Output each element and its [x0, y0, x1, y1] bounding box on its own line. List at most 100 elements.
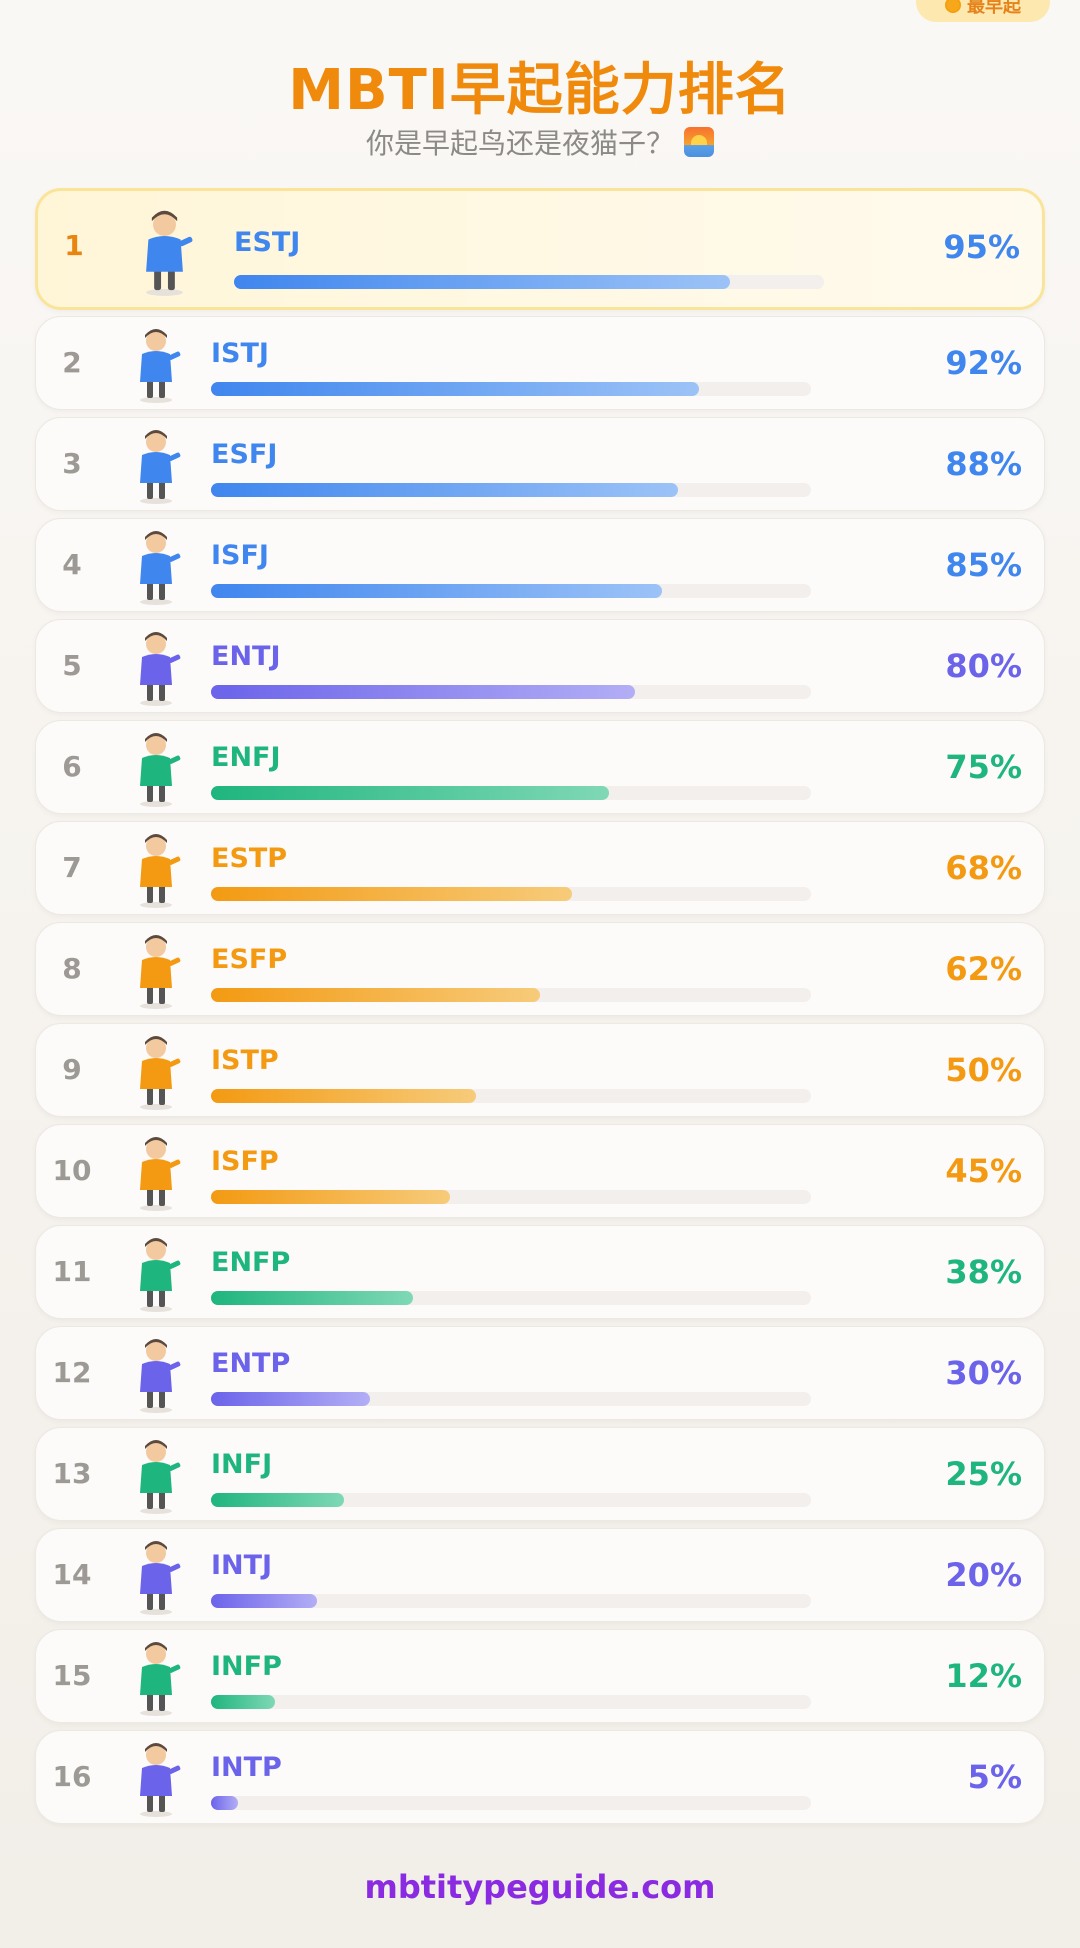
- percent-value: 30%: [945, 1354, 1022, 1392]
- progress-fill: [234, 275, 730, 289]
- ranking-row-enfp: 11 ENFP 38%: [35, 1225, 1045, 1319]
- character-avatar-icon: [126, 930, 186, 1014]
- percent-value: 45%: [945, 1152, 1022, 1190]
- ranking-row-intp: 16 INTP 5%: [35, 1730, 1045, 1824]
- mbti-type-label: ESFJ: [211, 439, 278, 470]
- rank-number: 3: [62, 447, 82, 480]
- progress-fill: [211, 1089, 477, 1103]
- progress-fill: [211, 1594, 318, 1608]
- rank-number: 6: [62, 750, 82, 783]
- progress-track: [211, 1594, 811, 1608]
- page-subtitle: 你是早起鸟还是夜猫子？: [0, 122, 1080, 162]
- progress-fill: [211, 584, 662, 598]
- progress-track: [211, 382, 811, 396]
- page-title: MBTI早起能力排名: [288, 58, 792, 123]
- progress-fill: [211, 1493, 344, 1507]
- rank-number: 16: [52, 1760, 92, 1793]
- percent-value: 85%: [945, 546, 1022, 584]
- rank-number: 2: [62, 346, 82, 379]
- progress-track: [211, 1493, 811, 1507]
- progress-track: [211, 584, 811, 598]
- ranking-row-estj: 1 ESTJ 95%: [35, 188, 1045, 310]
- percent-value: 88%: [945, 445, 1022, 483]
- progress-track: [211, 1796, 811, 1810]
- mbti-type-label: ESTJ: [234, 227, 301, 258]
- rank-number: 9: [62, 1053, 82, 1086]
- mbti-type-label: ENFJ: [211, 742, 281, 773]
- mbti-type-label: ESTP: [211, 843, 288, 874]
- rank-number: 7: [62, 851, 82, 884]
- progress-fill: [211, 382, 700, 396]
- mbti-type-label: ENTP: [211, 1348, 291, 1379]
- mbti-type-label: INFJ: [211, 1449, 273, 1480]
- sunrise-icon: [684, 127, 714, 157]
- ranking-row-entp: 12 ENTP 30%: [35, 1326, 1045, 1420]
- progress-fill: [211, 685, 636, 699]
- ranking-row-istj: 2 ISTJ 92%: [35, 316, 1045, 410]
- percent-value: 92%: [945, 344, 1022, 382]
- progress-track: [211, 988, 811, 1002]
- percent-value: 12%: [945, 1657, 1022, 1695]
- mbti-type-label: ISFP: [211, 1146, 279, 1177]
- earliest-badge-label: 最早起: [967, 0, 1021, 17]
- progress-track: [211, 1291, 811, 1305]
- mbti-type-label: ENFP: [211, 1247, 291, 1278]
- character-avatar-icon: [126, 1435, 186, 1519]
- character-avatar-icon: [126, 1031, 186, 1115]
- ranking-row-entj: 5 ENTJ 80%: [35, 619, 1045, 713]
- progress-fill: [211, 988, 540, 1002]
- mbti-type-label: ISTJ: [211, 338, 269, 369]
- rank-number: 5: [62, 649, 82, 682]
- character-avatar-icon: [126, 728, 186, 812]
- progress-fill: [211, 1796, 238, 1810]
- rank-number: 13: [52, 1457, 92, 1490]
- progress-track: [234, 275, 824, 289]
- mbti-type-label: INTJ: [211, 1550, 273, 1581]
- progress-track: [211, 483, 811, 497]
- character-avatar-icon: [126, 627, 186, 711]
- character-avatar-icon: [130, 205, 199, 301]
- ranking-row-estp: 7 ESTP 68%: [35, 821, 1045, 915]
- progress-fill: [211, 887, 572, 901]
- ranking-row-infp: 15 INFP 12%: [35, 1629, 1045, 1723]
- mbti-type-label: INFP: [211, 1651, 282, 1682]
- ranking-row-istp: 9 ISTP 50%: [35, 1023, 1045, 1117]
- subtitle-text: 你是早起鸟还是夜猫子？: [365, 127, 674, 160]
- percent-value: 95%: [943, 228, 1020, 266]
- site-url[interactable]: mbtitypeguide.com: [364, 1868, 716, 1906]
- progress-fill: [211, 1291, 413, 1305]
- percent-value: 80%: [945, 647, 1022, 685]
- progress-track: [211, 1190, 811, 1204]
- percent-value: 62%: [945, 950, 1022, 988]
- ranking-row-enfj: 6 ENFJ 75%: [35, 720, 1045, 814]
- progress-fill: [211, 1392, 371, 1406]
- character-avatar-icon: [126, 1738, 186, 1822]
- progress-fill: [211, 483, 678, 497]
- ranking-row-esfj: 3 ESFJ 88%: [35, 417, 1045, 511]
- progress-fill: [211, 786, 609, 800]
- character-avatar-icon: [126, 1233, 186, 1317]
- rank-number: 4: [62, 548, 82, 581]
- progress-track: [211, 1392, 811, 1406]
- percent-value: 20%: [945, 1556, 1022, 1594]
- mbti-type-label: ESFP: [211, 944, 288, 975]
- rank-number: 1: [64, 229, 84, 262]
- mbti-type-label: ISFJ: [211, 540, 269, 571]
- sun-icon: [945, 0, 961, 13]
- rank-number: 15: [52, 1659, 92, 1692]
- percent-value: 38%: [945, 1253, 1022, 1291]
- earliest-badge: 最早起: [916, 0, 1050, 22]
- progress-track: [211, 887, 811, 901]
- percent-value: 75%: [945, 748, 1022, 786]
- progress-track: [211, 685, 811, 699]
- character-avatar-icon: [126, 1637, 186, 1721]
- ranking-row-isfp: 10 ISFP 45%: [35, 1124, 1045, 1218]
- rank-number: 14: [52, 1558, 92, 1591]
- ranking-row-infj: 13 INFJ 25%: [35, 1427, 1045, 1521]
- character-avatar-icon: [126, 1334, 186, 1418]
- progress-fill: [211, 1190, 450, 1204]
- rank-number: 10: [52, 1154, 92, 1187]
- ranking-row-esfp: 8 ESFP 62%: [35, 922, 1045, 1016]
- ranking-row-isfj: 4 ISFJ 85%: [35, 518, 1045, 612]
- mbti-type-label: ENTJ: [211, 641, 281, 672]
